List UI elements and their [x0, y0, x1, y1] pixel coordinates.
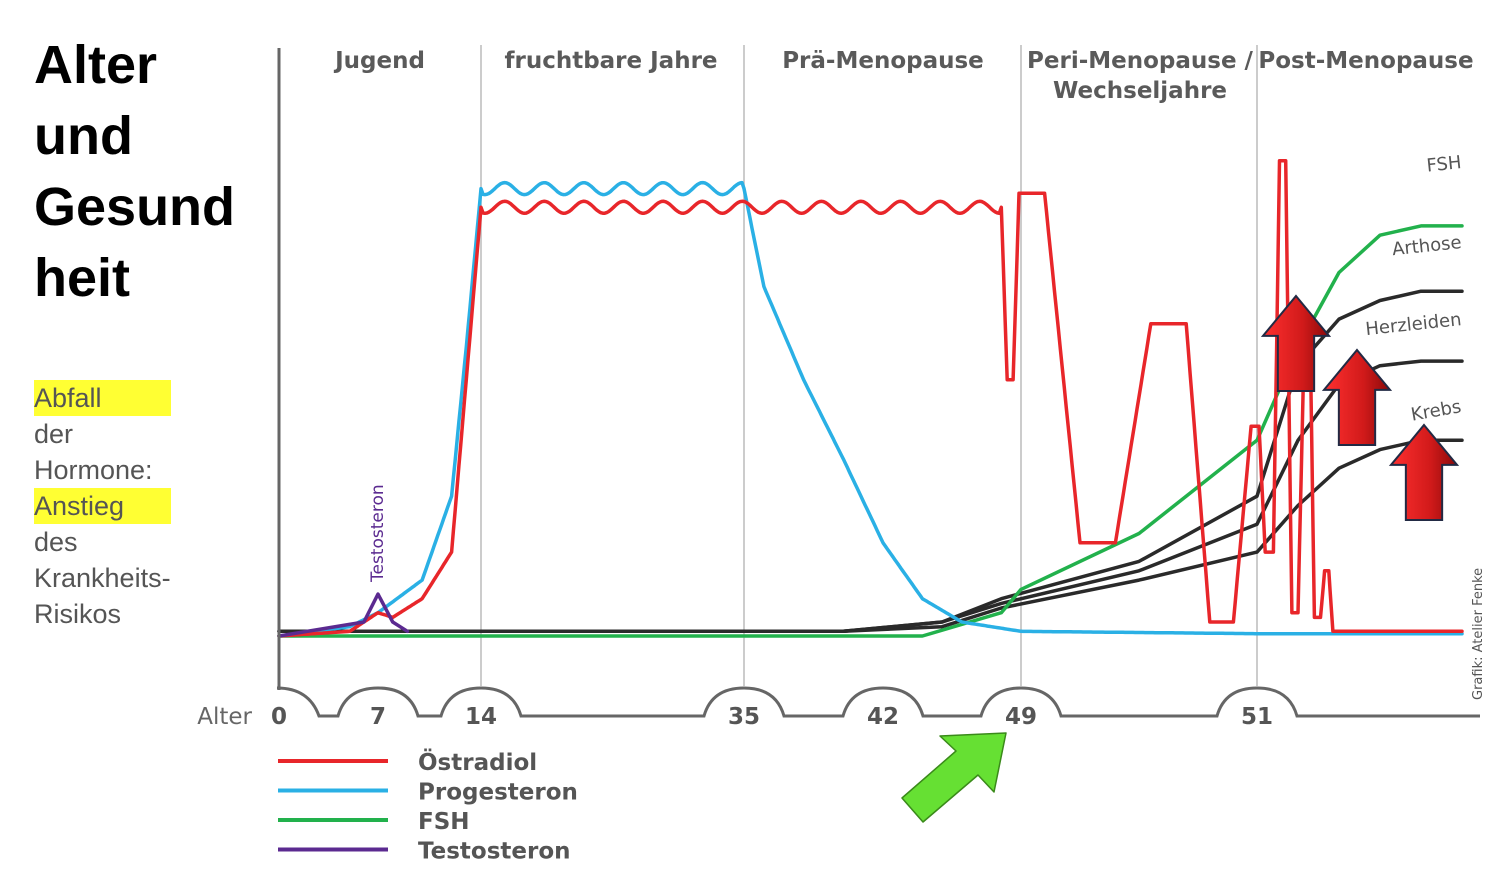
credit-text: Grafik: Atelier Fenke	[1471, 568, 1486, 700]
side-note-text: der	[34, 419, 74, 449]
x-axis-label: Alter	[197, 704, 252, 730]
x-tick-label: 14	[465, 704, 497, 730]
risk-arrow-icon	[1388, 423, 1460, 521]
title-line: Alter	[34, 35, 158, 95]
series-end-label: FSH	[1426, 152, 1463, 177]
series-line	[277, 438, 1464, 634]
title-line: und	[34, 106, 133, 166]
phase-label: fruchtbare Jahre	[504, 48, 717, 74]
x-tick-label: 7	[370, 704, 386, 730]
side-note-line: Anstieg des	[34, 488, 171, 560]
phase-label: Post-Menopause	[1258, 48, 1473, 74]
phase-label: Wechseljahre	[1053, 78, 1227, 104]
side-note-text: Krankheits-	[34, 563, 171, 593]
legend-label: Testosteron	[418, 839, 571, 865]
risk-arrow-icon	[1321, 348, 1393, 446]
highlight: Anstieg	[34, 488, 171, 524]
series-line	[277, 180, 1464, 638]
legend-label: FSH	[418, 809, 470, 835]
x-tick-label: 0	[271, 704, 287, 730]
x-tick-label: 49	[1005, 704, 1037, 730]
x-axis	[276, 686, 1480, 718]
side-note-text: Risikos	[34, 599, 122, 629]
testosteron-label: Testosteron	[368, 484, 388, 583]
phase-label: Jugend	[333, 48, 425, 74]
phase-label: Prä-Menopause	[782, 48, 984, 74]
side-note-text: Hormone:	[34, 455, 153, 485]
risk-arrow-icon	[1260, 294, 1332, 392]
side-note-line: Hormone:	[34, 452, 171, 488]
x-tick-label: 42	[867, 704, 899, 730]
phase-label: Peri-Menopause /	[1027, 48, 1254, 74]
page-title: Alter und Gesund heit	[34, 30, 235, 314]
pointer-arrow-icon	[901, 732, 1007, 823]
series-line	[277, 592, 410, 638]
series-line	[277, 359, 1464, 634]
legend-label: Östradiol	[418, 748, 537, 776]
series-line	[277, 158, 1464, 638]
series-end-label: Krebs	[1409, 396, 1463, 425]
side-note: Abfall der Hormone: Anstieg des Krankhei…	[34, 380, 171, 632]
series-end-label: Arthose	[1391, 232, 1462, 260]
series-end-label: Herzleiden	[1364, 309, 1462, 340]
side-note-line: Risikos	[34, 596, 171, 632]
x-tick-label: 51	[1241, 704, 1273, 730]
title-line: heit	[34, 248, 131, 308]
side-note-line: Abfall der	[34, 380, 171, 452]
highlight: Abfall	[34, 380, 171, 416]
side-note-line: Krankheits-	[34, 560, 171, 596]
side-note-text: des	[34, 527, 78, 557]
title-line: Gesund	[34, 177, 236, 237]
x-tick-label: 35	[728, 704, 760, 730]
legend-label: Progesteron	[418, 780, 578, 806]
